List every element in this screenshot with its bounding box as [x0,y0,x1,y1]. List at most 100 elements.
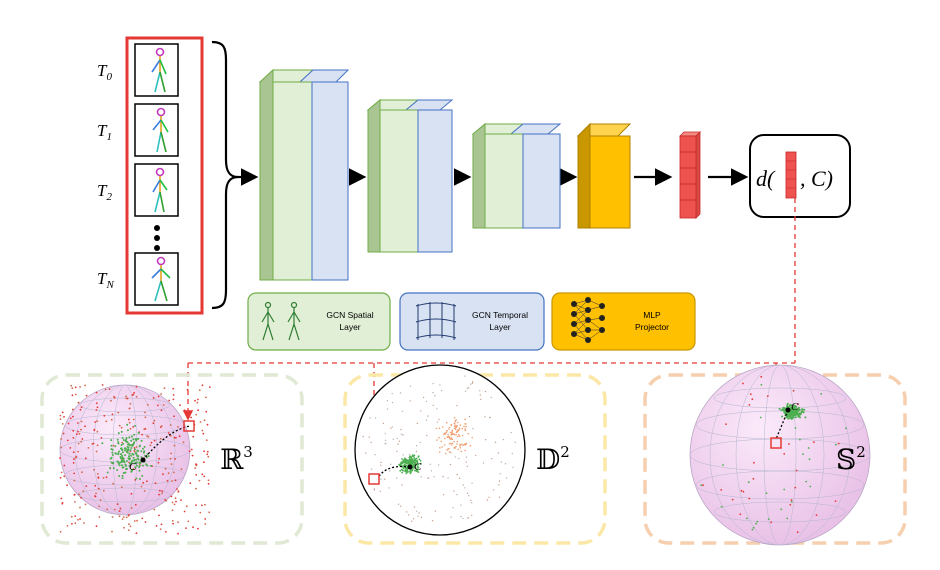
poincare-point [407,514,410,516]
poincare-point [463,425,465,428]
poincare-point [416,465,419,468]
euclidean-point [130,443,133,446]
poincare-point [433,476,435,478]
euclidean-point [110,448,113,451]
euclidean-point [111,530,113,533]
euclidean-point [137,431,140,434]
euclidean-point [133,459,136,462]
euclidean-point [155,525,158,527]
euclidean-point [126,443,129,446]
euclidean-point [173,444,176,447]
poincare-point [435,427,438,430]
poincare-point [484,439,487,441]
poincare-point [388,487,390,489]
sphere-point [803,408,806,411]
euclidean-point [121,441,123,444]
euclidean-point [138,466,141,469]
poincare-query-marker [368,473,380,485]
poincare-point [450,452,452,454]
euclidean-point [174,458,176,460]
ellipsis-dots [154,225,160,251]
euclidean-point [139,461,142,464]
poincare-point [402,434,404,436]
euclidean-point [171,520,174,522]
euclidean-point [152,422,155,425]
poincare-point [398,463,400,466]
poincare-point [405,467,407,470]
euclidean-point [67,422,70,425]
poincare-point [413,469,416,472]
euclidean-point [205,396,207,399]
sphere-point [845,427,847,430]
euclidean-point [133,448,136,451]
euclidean-point [72,429,75,432]
euclidean-point [92,442,95,445]
euclidean-point [133,433,136,436]
euclidean-query-marker [183,420,195,432]
euclidean-point [73,479,76,482]
sphere-point [746,517,748,520]
poincare-point [464,429,467,432]
sphere-point [790,499,793,501]
euclidean-point [111,451,114,454]
poincare-point [464,375,466,377]
poincare-point [453,440,455,443]
euclidean-point [106,471,109,474]
euclidean-point [136,464,138,467]
euclidean-point [190,416,193,419]
poincare-point [454,456,456,458]
euclidean-point [63,416,65,418]
poincare-point [455,419,457,422]
euclidean-point [133,441,136,444]
poincare-point [405,464,408,467]
sphere-point [788,443,790,445]
euclidean-point [158,514,160,517]
euclidean-point [110,456,113,459]
euclidean-point [69,447,72,449]
euclidean-point [79,408,82,411]
poincare-point [406,511,408,513]
euclidean-point [118,450,121,453]
euclidean-point [189,482,192,485]
poincare-point [402,467,405,470]
euclidean-point [124,471,127,474]
poincare-point [384,439,387,441]
euclidean-point [146,435,148,437]
euclidean-point [172,398,175,401]
euclidean-point [130,439,133,442]
poincare-point [451,444,453,446]
poincare-point [419,459,422,462]
poincare-point [419,463,422,465]
poincare-point [459,443,462,446]
poincare-point [401,471,404,474]
poincare-point [368,436,370,438]
euclidean-point [111,454,114,456]
euclidean-point [154,482,157,485]
sphere-point [797,413,800,416]
euclidean-point [143,490,146,492]
sphere-point [756,520,759,523]
poincare-point [399,469,402,472]
poincare-point [405,472,408,475]
euclidean-point [153,439,156,442]
euclidean-point [183,409,186,412]
euclidean-point [116,503,119,505]
poincare-point [373,489,376,491]
poincare-space-label: 𝔻2 [536,443,570,476]
euclidean-point [66,525,69,527]
euclidean-point [71,523,73,525]
euclidean-point [71,408,74,411]
euclidean-point [98,505,101,508]
poincare-point [398,440,401,442]
poincare-point [418,512,420,514]
poincare-point [400,433,403,435]
euclidean-space-panel: C ℝ3 [40,373,304,545]
poincare-point [438,418,440,421]
euclidean-point [204,518,207,520]
poincare-point [396,450,398,453]
euclidean-distance-path [142,425,191,461]
poincare-point [479,390,481,392]
euclidean-point [142,447,144,450]
poincare-point [401,484,403,486]
euclidean-point [173,503,176,506]
